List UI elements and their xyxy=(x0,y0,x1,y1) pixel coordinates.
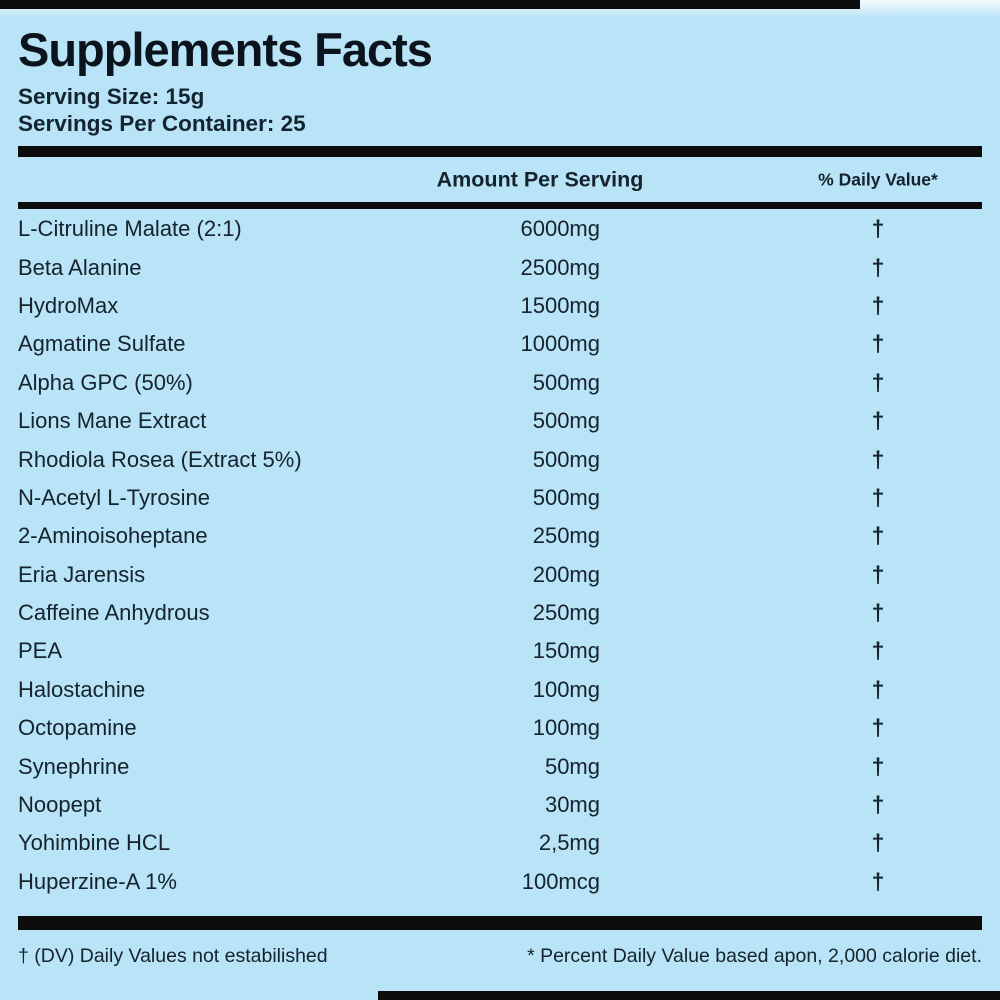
ingredient-row: N-Acetyl L-Tyrosine 500mg † xyxy=(18,479,982,517)
separator-bar-thick-bottom xyxy=(18,916,982,931)
daily-value-dagger: † xyxy=(871,829,885,856)
ingredient-name: Eria Jarensis xyxy=(18,561,146,587)
daily-value-dagger: † xyxy=(871,215,885,242)
serving-size-text: Serving Size: 15g xyxy=(18,84,205,109)
ingredient-name: Huperzine-A 1% xyxy=(18,868,177,894)
separator-bar-thin xyxy=(18,202,982,209)
page-title: Supplements Facts xyxy=(18,23,433,76)
ingredient-name: Halostachine xyxy=(18,676,146,702)
ingredient-row: L-Citruline Malate (2:1) 6000mg † xyxy=(18,210,982,248)
ingredient-name: Alpha GPC (50%) xyxy=(18,369,193,395)
column-header-row: Amount Per Serving % Daily Value* xyxy=(18,157,982,202)
daily-value-dagger: † xyxy=(871,714,885,741)
ingredient-name: PEA xyxy=(18,638,63,664)
ingredient-row: Noopept 30mg † xyxy=(18,786,982,824)
ingredient-name: Yohimbine HCL xyxy=(18,830,171,856)
daily-value-dagger: † xyxy=(871,791,885,818)
bottom-edge-bar xyxy=(378,991,1000,1000)
ingredient-amount: 150mg xyxy=(532,638,600,664)
ingredient-row: Halostachine 100mg † xyxy=(18,671,982,709)
ingredient-amount: 500mg xyxy=(532,446,600,472)
ingredient-amount: 500mg xyxy=(532,369,600,395)
top-edge-bar xyxy=(0,0,860,9)
ingredient-name: Rhodiola Rosea (Extract 5%) xyxy=(18,446,302,472)
daily-value-dagger: † xyxy=(871,599,885,626)
ingredient-amount: 500mg xyxy=(532,484,600,510)
footnote-dagger-note: † (DV) Daily Values not estabilished xyxy=(18,945,328,968)
ingredient-name: Agmatine Sulfate xyxy=(18,331,186,357)
ingredient-amount: 6000mg xyxy=(520,216,600,242)
ingredient-name: Lions Mane Extract xyxy=(18,408,207,434)
ingredient-row: PEA 150mg † xyxy=(18,632,982,670)
ingredient-row: Alpha GPC (50%) 500mg † xyxy=(18,364,982,402)
ingredient-row: Yohimbine HCL 2,5mg † xyxy=(18,824,982,862)
ingredient-row: Rhodiola Rosea (Extract 5%) 500mg † xyxy=(18,440,982,478)
column-header-amount: Amount Per Serving xyxy=(436,167,644,191)
ingredient-amount: 100mg xyxy=(532,676,600,702)
ingredient-amount: 30mg xyxy=(544,792,600,818)
ingredient-row: 2-Aminoisoheptane 250mg † xyxy=(18,517,982,555)
ingredient-name: Synephrine xyxy=(18,753,130,779)
ingredient-name: N-Acetyl L-Tyrosine xyxy=(18,484,210,510)
ingredient-name: Caffeine Anhydrous xyxy=(18,600,210,626)
ingredient-amount: 500mg xyxy=(532,408,600,434)
ingredient-row: Lions Mane Extract 500mg † xyxy=(18,402,982,440)
ingredient-name: HydroMax xyxy=(18,292,119,318)
ingredient-amount: 1500mg xyxy=(520,292,600,318)
ingredient-amount: 2500mg xyxy=(520,254,600,280)
footnotes: † (DV) Daily Values not estabilished * P… xyxy=(18,945,982,968)
daily-value-dagger: † xyxy=(871,522,885,549)
ingredient-row: Agmatine Sulfate 1000mg † xyxy=(18,325,982,363)
ingredient-amount: 100mg xyxy=(532,715,600,741)
ingredient-row: Synephrine 50mg † xyxy=(18,747,982,785)
ingredient-amount: 200mg xyxy=(532,561,600,587)
column-header-daily-value: % Daily Value* xyxy=(818,169,938,189)
ingredient-amount: 2,5mg xyxy=(538,830,600,856)
daily-value-dagger: † xyxy=(871,254,885,281)
ingredient-name: Beta Alanine xyxy=(18,254,142,280)
ingredient-amount: 250mg xyxy=(532,523,600,549)
ingredient-row: Beta Alanine 2500mg † xyxy=(18,248,982,286)
ingredient-name: L-Citruline Malate (2:1) xyxy=(18,216,242,242)
daily-value-dagger: † xyxy=(871,369,885,396)
serving-info: Serving Size: 15g Servings Per Container… xyxy=(18,83,982,137)
ingredient-row: Huperzine-A 1% 100mcg † xyxy=(18,863,982,901)
daily-value-dagger: † xyxy=(871,330,885,357)
ingredient-amount: 250mg xyxy=(532,600,600,626)
label-panel: Supplements Facts Serving Size: 15g Serv… xyxy=(18,0,982,968)
ingredient-name: 2-Aminoisoheptane xyxy=(18,523,208,549)
ingredient-row: Caffeine Anhydrous 250mg † xyxy=(18,594,982,632)
ingredient-row: Octopamine 100mg † xyxy=(18,709,982,747)
daily-value-dagger: † xyxy=(871,753,885,780)
daily-value-dagger: † xyxy=(871,446,885,473)
ingredient-name: Octopamine xyxy=(18,715,137,741)
daily-value-dagger: † xyxy=(871,637,885,664)
ingredient-row: HydroMax 1500mg † xyxy=(18,287,982,325)
ingredient-row: Eria Jarensis 200mg † xyxy=(18,556,982,594)
ingredient-name: Noopept xyxy=(18,792,102,818)
daily-value-dagger: † xyxy=(871,676,885,703)
daily-value-dagger: † xyxy=(871,868,885,895)
separator-bar-thick-top xyxy=(18,146,982,157)
ingredient-amount: 50mg xyxy=(544,753,600,779)
servings-per-container-text: Servings Per Container: 25 xyxy=(18,111,306,136)
ingredient-table: L-Citruline Malate (2:1) 6000mg † Beta A… xyxy=(18,210,982,901)
ingredient-amount: 1000mg xyxy=(520,331,600,357)
ingredient-amount: 100mcg xyxy=(521,868,600,894)
daily-value-dagger: † xyxy=(871,292,885,319)
daily-value-dagger: † xyxy=(871,407,885,434)
daily-value-dagger: † xyxy=(871,484,885,511)
daily-value-dagger: † xyxy=(871,561,885,588)
footnote-percent-note: * Percent Daily Value based apon, 2,000 … xyxy=(527,945,982,968)
